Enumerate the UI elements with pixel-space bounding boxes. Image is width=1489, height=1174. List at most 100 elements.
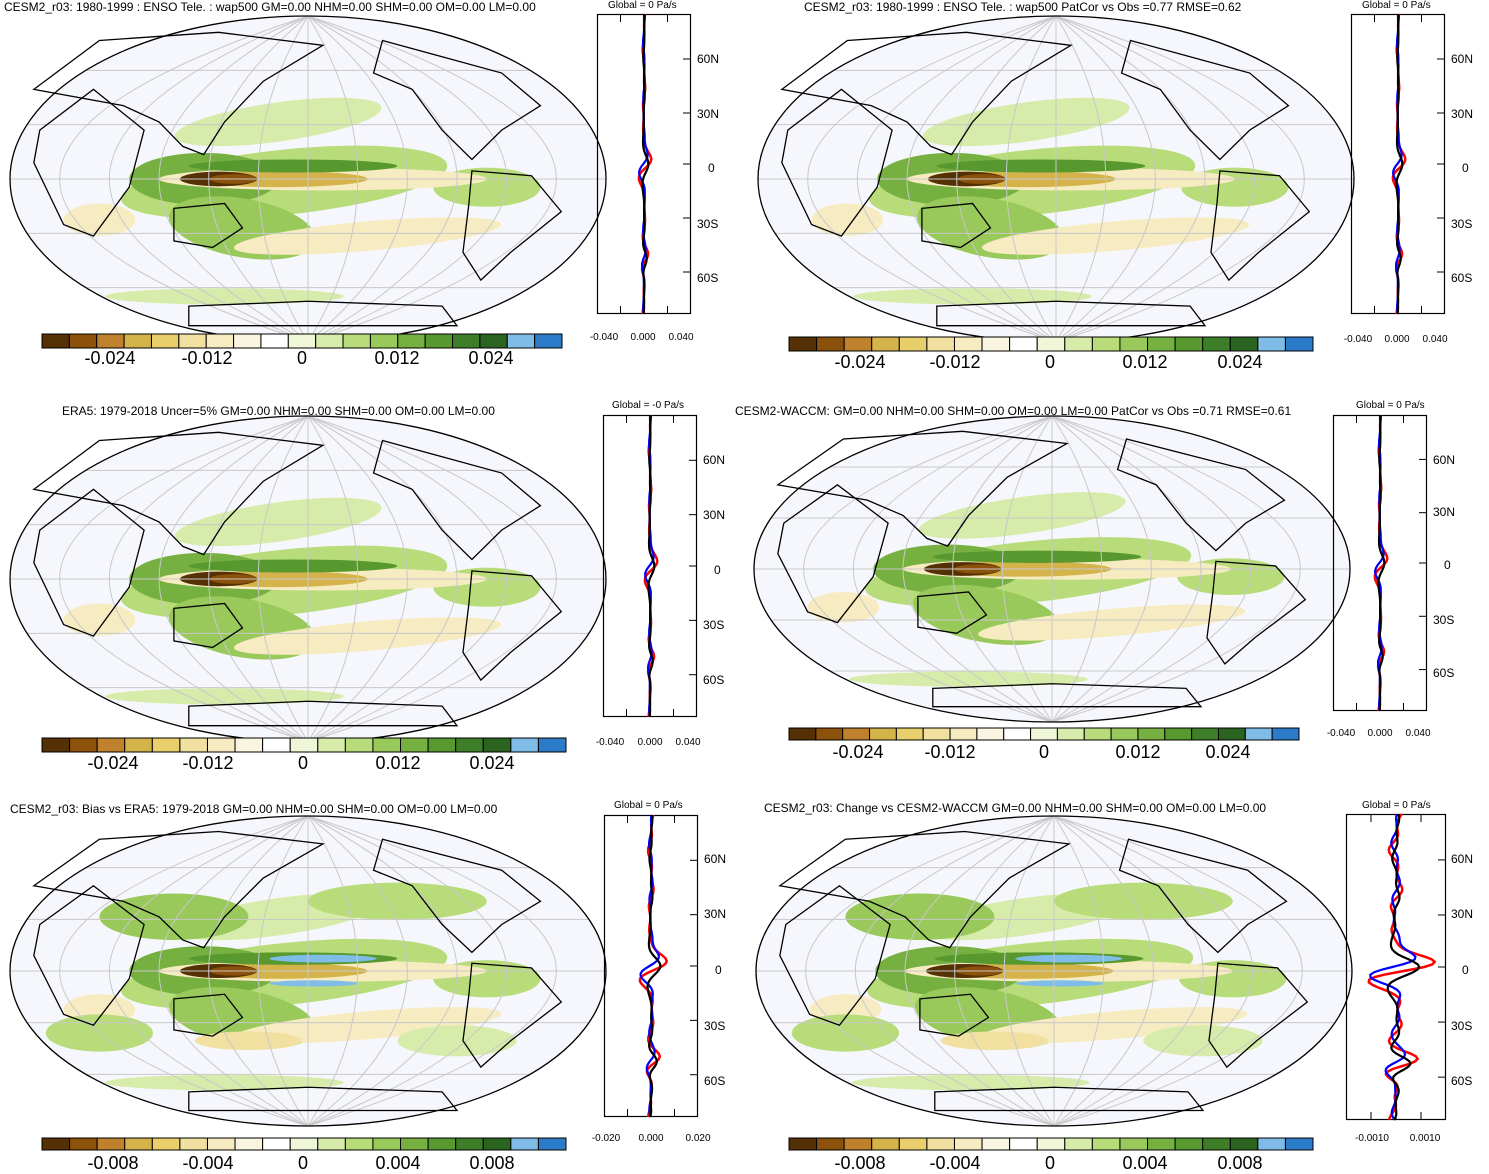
africa-outline	[779, 884, 891, 1027]
lat-label: 30N	[704, 907, 727, 921]
meridian-line	[307, 815, 359, 1127]
zonal-xtick: 0.040	[668, 332, 694, 343]
tan-region	[63, 203, 136, 237]
green-band	[188, 559, 398, 573]
colorbar-swatch	[427, 737, 457, 753]
colorbar-swatch	[1271, 727, 1300, 741]
lat-label: 60N	[703, 453, 726, 467]
meridian-line	[906, 15, 1057, 343]
colorbar-swatch	[537, 737, 567, 753]
colorbar-swatch	[372, 1137, 402, 1151]
meridian-line	[158, 815, 309, 1127]
colorbar-swatch	[124, 1137, 153, 1151]
colorbar-swatch	[400, 1137, 429, 1151]
colorbar-label: 0.024	[1217, 352, 1263, 372]
lat-label: 30N	[697, 107, 720, 121]
meridian-line	[852, 415, 1053, 723]
graticule	[756, 815, 1352, 1127]
antarctica-outline	[188, 1086, 459, 1112]
black-curve	[646, 814, 662, 1118]
meridian-line	[807, 15, 1057, 343]
colorbar-swatch	[1191, 727, 1219, 741]
north-america-outline	[372, 439, 542, 561]
colorbar-swatch	[41, 737, 71, 753]
colorbar-swatch	[234, 737, 264, 753]
colorbar-swatch	[344, 737, 374, 753]
colorbar-swatch	[1174, 336, 1204, 352]
colorbar-swatch	[287, 333, 317, 349]
colorbar-swatch	[344, 1137, 374, 1151]
green-region	[99, 893, 249, 940]
colorbar-swatch	[510, 737, 539, 753]
graticule	[10, 815, 606, 1127]
colorbar-label: 0.004	[375, 1153, 421, 1173]
colorbar-label: 0	[297, 753, 309, 773]
zonal-xtick: 0.000	[1384, 334, 1410, 345]
colorbar-swatch	[234, 1137, 264, 1151]
colorbar-swatch	[981, 336, 1011, 352]
colorbar-label: 0.008	[1217, 1153, 1263, 1173]
lat-label: 30N	[1451, 107, 1474, 121]
colorbar-swatch	[843, 1137, 873, 1151]
colorbar-swatch	[206, 737, 236, 753]
panel-title: CESM2_r03: Bias vs ERA5: 1979-2018 GM=0.…	[10, 802, 498, 816]
meridian-line	[1051, 415, 1103, 723]
colorbar-swatch	[1003, 727, 1032, 741]
coastlines	[778, 830, 1309, 1112]
zonal-mean-plot	[1350, 13, 1446, 315]
colorbar-swatch	[41, 1137, 71, 1151]
colorbar-swatch	[123, 333, 152, 349]
green-region	[1054, 882, 1233, 920]
colorbar-swatch	[895, 727, 924, 741]
lat-label: 30S	[704, 1019, 726, 1033]
australia-outline	[921, 202, 992, 249]
colorbar-swatch	[427, 1137, 457, 1151]
coastlines	[32, 431, 563, 727]
map-fields	[63, 497, 541, 705]
colorbar-swatch	[1083, 727, 1112, 741]
panel-title: ERA5: 1979-2018 Uncer=5% GM=0.00 NHM=0.0…	[62, 404, 495, 418]
colorbar-swatch	[537, 1137, 567, 1151]
colorbar-swatch	[178, 333, 207, 349]
colorbar-swatch	[455, 1137, 484, 1151]
lat-label: 60S	[704, 1074, 726, 1088]
meridian-line	[307, 15, 507, 343]
africa-outline	[777, 484, 889, 624]
colorbar-swatch	[1056, 727, 1085, 741]
south-america-outline	[1208, 962, 1309, 1069]
zonal-xtick: 0.000	[1367, 728, 1393, 739]
graticule	[10, 415, 606, 743]
lat-label: 30N	[703, 508, 726, 522]
meridian-line	[1053, 815, 1154, 1127]
colorbar-label: 0.024	[468, 348, 514, 368]
zonal-mean-plot	[603, 814, 699, 1118]
green-region	[174, 97, 382, 147]
colorbar-label: 0	[1044, 352, 1056, 372]
colorbar-swatch	[369, 333, 399, 349]
coastlines	[32, 830, 563, 1112]
lat-label: 0	[715, 963, 722, 977]
colorbar-swatch	[96, 737, 126, 753]
meridian-line	[1055, 15, 1305, 343]
colorbar-label: 0	[297, 1153, 309, 1173]
meridian-line	[1051, 415, 1252, 723]
zonal-xtick: 0.000	[637, 737, 663, 748]
colorbar-swatch	[1009, 1137, 1038, 1151]
lat-label: 0	[1462, 963, 1469, 977]
colorbar	[788, 727, 1300, 741]
zonal-mean-plot	[1332, 414, 1428, 712]
south-america-outline	[1210, 170, 1311, 282]
world-map	[9, 15, 607, 343]
zonal-xtick: -0.040	[1326, 728, 1356, 739]
meridian-line	[307, 15, 408, 343]
colorbar-swatch	[816, 1137, 845, 1151]
australia-outline	[919, 993, 990, 1037]
colorbar-swatch	[1284, 1137, 1314, 1151]
australia-outline	[173, 993, 244, 1037]
zonal-title: Global = 0 Pa/s	[1362, 800, 1431, 811]
colorbar-swatch	[424, 333, 454, 349]
colorbar-label: 0	[1044, 1153, 1056, 1173]
colorbar-swatch	[179, 1137, 208, 1151]
colorbar-swatch	[372, 737, 402, 753]
colorbar-swatch	[289, 1137, 319, 1151]
